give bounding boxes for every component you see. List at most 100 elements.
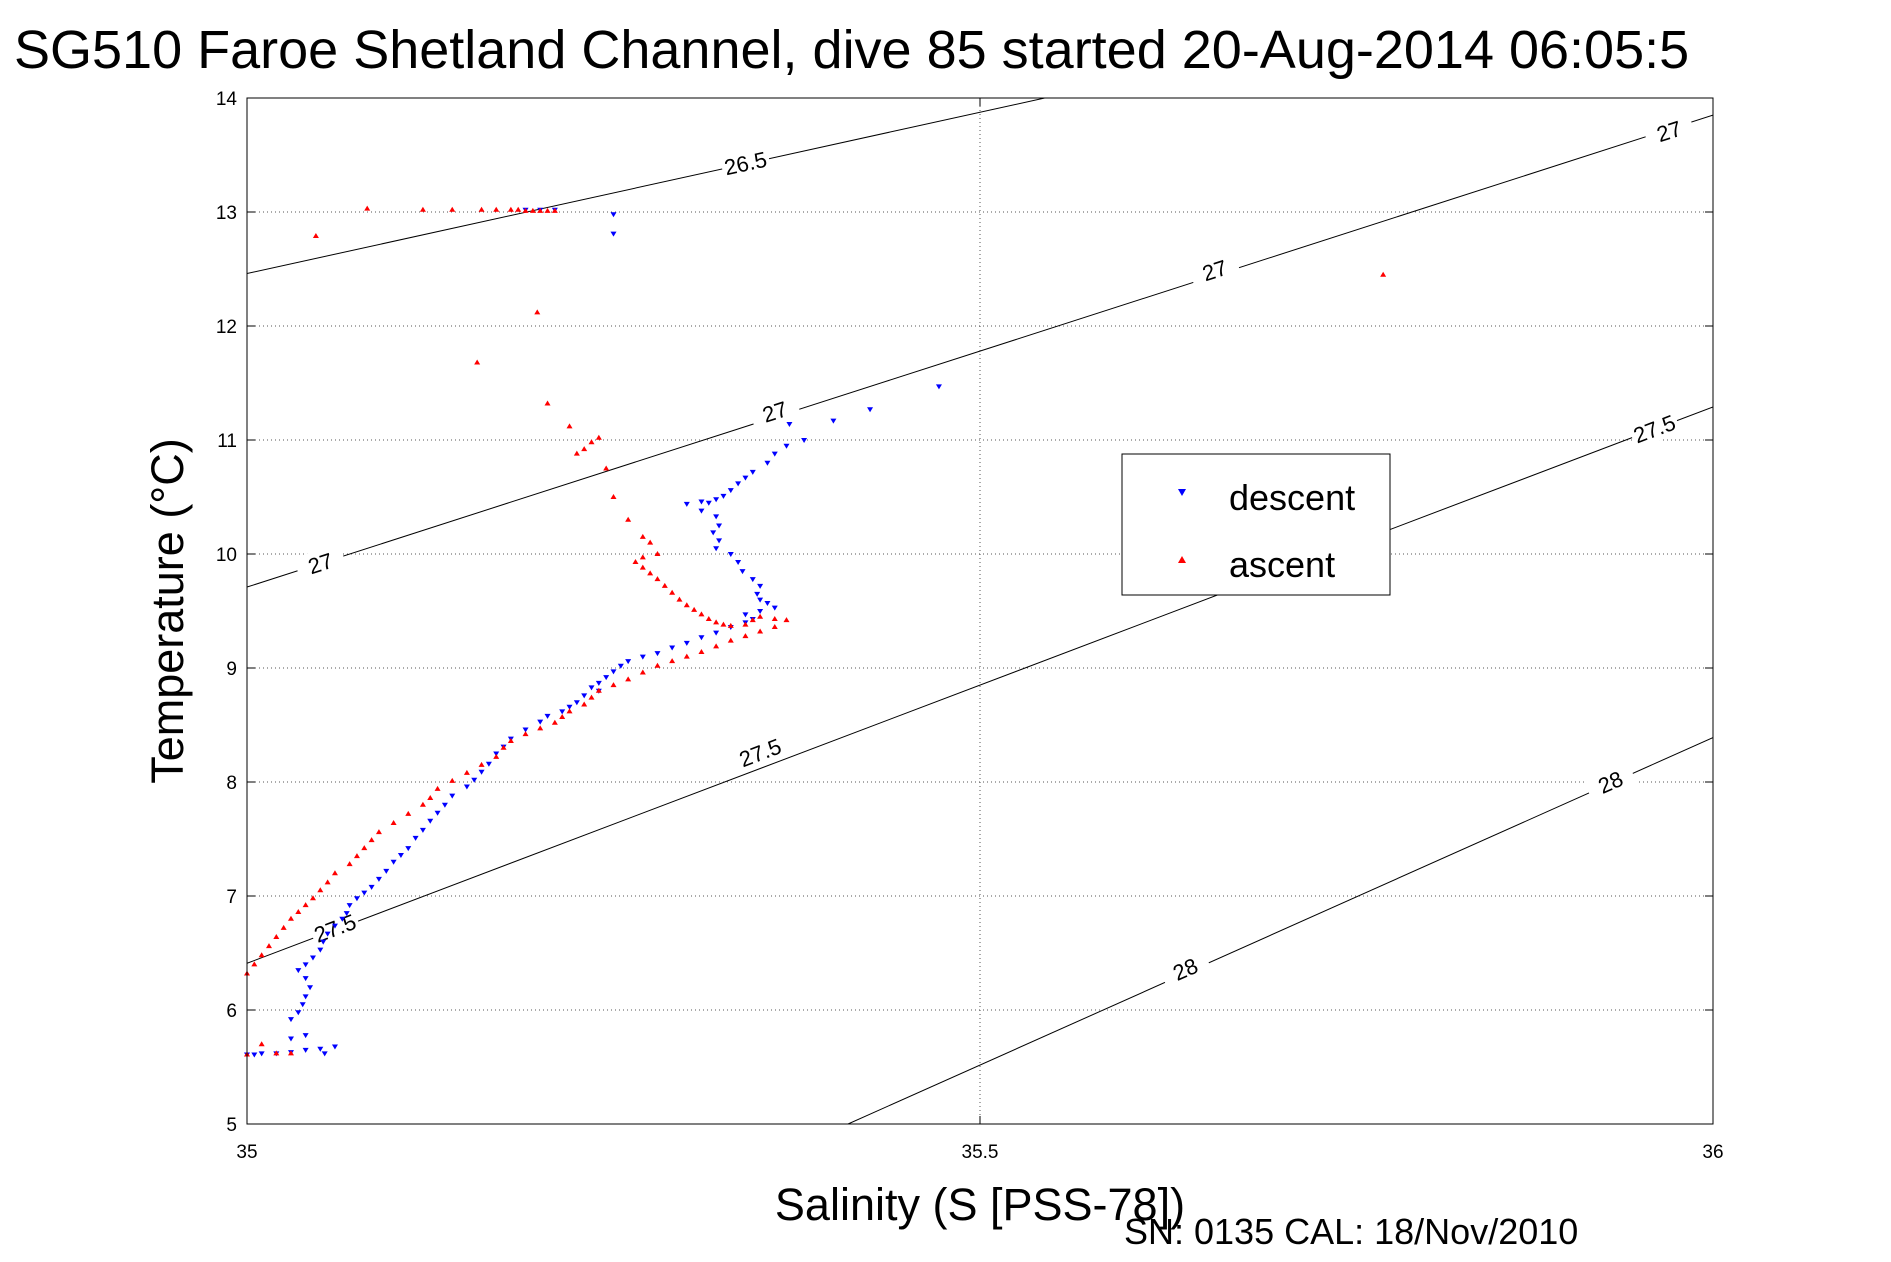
descent-point [463, 784, 470, 790]
ascent-point [537, 725, 544, 731]
descent-point [299, 1002, 306, 1008]
descent-point [705, 500, 712, 506]
descent-point [302, 1047, 309, 1053]
ascent-point [771, 615, 778, 621]
descent-point [302, 962, 309, 968]
descent-point [449, 793, 456, 799]
density-contour-label-bg [1642, 111, 1696, 151]
ascent-point [544, 400, 551, 406]
descent-point [522, 727, 529, 733]
descent-point [713, 514, 720, 520]
descent-point [581, 693, 588, 699]
ascent-point [287, 1050, 294, 1056]
descent-point [353, 896, 360, 902]
ascent-point [654, 551, 661, 556]
density-contour-line [247, 114, 1713, 588]
ascent-point [493, 753, 500, 759]
ascent-point [273, 1050, 280, 1056]
ascent-point [713, 619, 720, 625]
descent-point [698, 499, 705, 505]
descent-point [771, 451, 778, 457]
ascent-point [361, 845, 368, 851]
descent-point [716, 523, 723, 529]
ascent-point [317, 887, 324, 893]
ascent-point [639, 533, 646, 539]
density-contour-line [247, 98, 1048, 275]
descent-point [427, 818, 434, 824]
ascent-point [390, 820, 397, 826]
ascent-point [727, 622, 734, 628]
axis-ticks: 35 35.5 36 5 6 7 8 9 10 11 12 13 14 [216, 89, 1724, 1163]
ascent-point [581, 701, 588, 707]
descent-point [669, 645, 676, 651]
descent-point [739, 569, 746, 575]
ascent-point [537, 207, 544, 213]
descent-point [727, 488, 734, 494]
ascent-point [588, 439, 595, 445]
y-axis-label: Temperature (°C) [142, 438, 193, 784]
ascent-point [493, 206, 500, 212]
descent-point [331, 1044, 338, 1050]
descent-point [320, 939, 327, 945]
descent-point [287, 1036, 294, 1042]
density-contour-line [847, 737, 1713, 1124]
descent-point [716, 538, 723, 544]
ascent-point [295, 908, 302, 914]
y-tick-label: 5 [226, 1115, 237, 1136]
descent-point [324, 931, 331, 937]
descent-point [735, 559, 742, 565]
y-tick-label: 12 [216, 317, 237, 338]
ascent-point [449, 206, 456, 212]
descent-point [610, 669, 617, 675]
descent-point [749, 469, 756, 475]
descent-point [713, 497, 720, 503]
y-tick-label: 11 [217, 431, 237, 452]
descent-point [321, 1051, 328, 1057]
ascent-point [588, 694, 595, 700]
descent-point [603, 675, 610, 681]
descent-point [610, 231, 617, 237]
descent-point [625, 659, 632, 665]
ascent-point [705, 615, 712, 621]
descent-point [258, 1051, 265, 1057]
ascent-point [449, 777, 456, 783]
ascent-point [654, 576, 661, 582]
legend-label-ascent: ascent [1229, 544, 1335, 585]
y-tick-label: 14 [216, 89, 238, 110]
descent-point [757, 609, 764, 614]
density-contour-label-bg [719, 145, 772, 181]
ascent-point [595, 687, 602, 693]
descent-point [801, 438, 808, 443]
ascent-point [478, 206, 485, 212]
series-descent [244, 207, 942, 1058]
y-tick-label: 8 [226, 773, 237, 794]
series-ascent [244, 205, 1387, 1057]
legend-marker-descent [1178, 489, 1186, 496]
density-contour-label-bg [1158, 947, 1213, 991]
density-contour-label-bg [747, 391, 802, 432]
density-contour-label-bg [1583, 760, 1638, 804]
ascent-point [720, 621, 727, 627]
descent-point [764, 460, 771, 466]
descent-point [537, 719, 544, 725]
ascent-point [603, 465, 610, 471]
ascent-point [566, 708, 573, 714]
descent-point [346, 903, 353, 909]
descent-point [383, 868, 390, 874]
descent-point [654, 651, 661, 657]
descent-point [309, 955, 316, 961]
descent-point [935, 384, 942, 390]
descent-point [757, 583, 764, 589]
y-tick-label: 10 [216, 545, 237, 566]
ascent-point [522, 731, 529, 737]
ascent-point [529, 207, 536, 213]
x-tick-label: 35.5 [962, 1142, 999, 1163]
ascent-point [573, 450, 580, 456]
ascent-point [353, 853, 360, 859]
descent-point [302, 994, 309, 1000]
ascent-point [610, 494, 617, 499]
descent-point [485, 761, 492, 767]
descent-point [683, 640, 690, 646]
ascent-point [639, 564, 646, 570]
descent-point [566, 704, 573, 710]
